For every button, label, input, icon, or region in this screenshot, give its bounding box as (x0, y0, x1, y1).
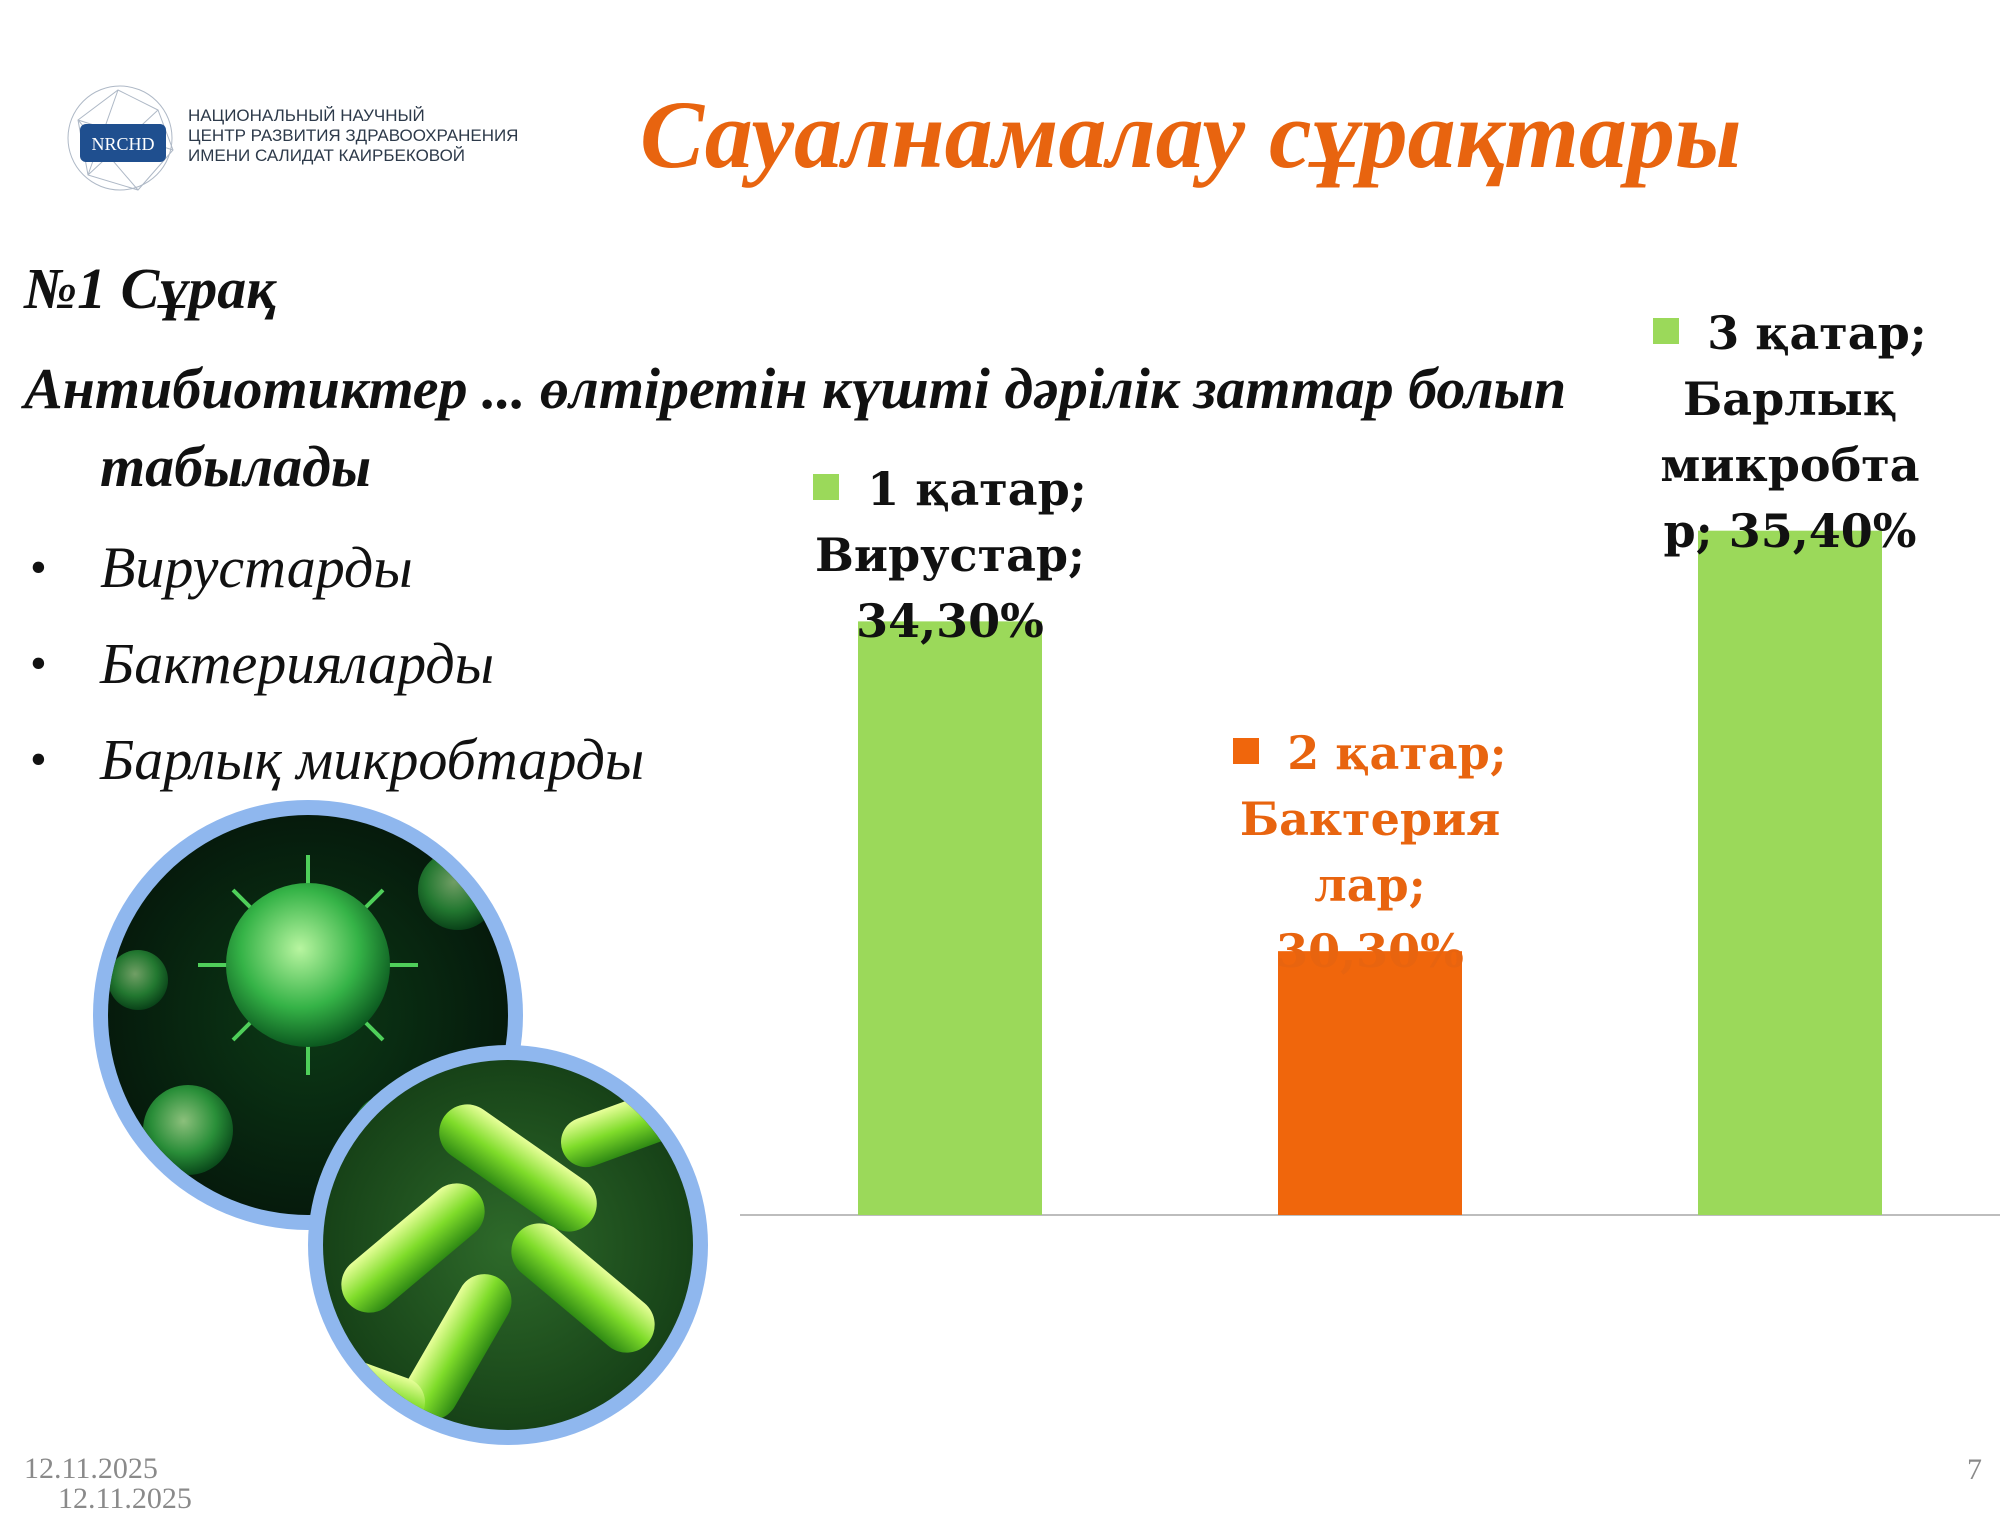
bar-3 (1698, 530, 1882, 1215)
footer-date: 12.11.2025 (24, 1452, 158, 1485)
chart-svg (740, 530, 2000, 1216)
data-label-line: 1 қатар; (800, 456, 1100, 522)
question-number: №1 Сұрақ (24, 256, 276, 321)
question-text: Антибиотиктер ... өлтіретін күшті дәрілі… (24, 350, 1804, 506)
data-label-line: 30,30% (1220, 918, 1520, 984)
bullet: • (30, 541, 47, 594)
data-label-text: микробта (1660, 437, 1920, 492)
legend-swatch (1233, 738, 1260, 765)
bar-2 (1278, 951, 1462, 1215)
data-label-3: 3 қатар; Барлық микробта р; 35,40% (1640, 300, 1940, 564)
bar-1 (858, 621, 1042, 1215)
bullet: • (30, 637, 47, 690)
data-label-text: лар; (1314, 858, 1426, 913)
answer-option-label: Вирустарды (100, 535, 413, 600)
bullet: • (30, 733, 47, 786)
data-label-line: Барлық (1640, 366, 1940, 432)
answer-option: • Бактерияларды (24, 616, 644, 712)
data-label-text: 2 қатар; (1287, 726, 1507, 781)
data-label-1: 1 қатар; Вирустар; 34,30% (800, 456, 1100, 654)
data-label-line: 2 қатар; (1220, 720, 1520, 786)
data-label-2: 2 қатар; Бактерия лар; 30,30% (1220, 720, 1520, 984)
footer-date-duplicate: 12.11.2025 (58, 1482, 192, 1515)
bar-chart: 1 қатар; Вирустар; 34,30% 2 қатар; Бактерия л… (740, 306, 2000, 1240)
data-label-text: 30,30% (1276, 924, 1464, 979)
answer-option: • Вирустарды (24, 520, 644, 616)
data-label-text: Вирустар; (814, 528, 1086, 583)
data-label-text: 3 қатар; (1707, 305, 1927, 360)
data-label-text: Бактерия (1239, 792, 1501, 847)
data-label-line: 3 қатар; (1640, 300, 1940, 366)
data-label-line: микробта (1640, 432, 1940, 498)
page-number: 7 (1967, 1453, 1982, 1486)
logo-line-3: ИМЕНИ САЛИДАТ КАИРБЕКОВОЙ (188, 146, 466, 165)
legend-swatch (1653, 317, 1680, 344)
logo-mark: NRCHD (67, 85, 174, 191)
data-label-line: р; 35,40% (1640, 498, 1940, 564)
data-label-text: 34,30% (856, 594, 1044, 649)
data-label-line: лар; (1220, 852, 1520, 918)
question-line-1: Антибиотиктер ... өлтіретін күшті дәрілі… (24, 356, 1567, 421)
answer-option: • Барлық микробтарды (24, 712, 644, 808)
data-label-text: Барлық (1682, 371, 1898, 426)
legend-swatch (813, 474, 840, 501)
slide-title: Сауалнамалау сұрақтары (640, 81, 1742, 188)
logo-text: НАЦИОНАЛЬНЫЙ НАУЧНЫЙ ЦЕНТР РАЗВИТИЯ ЗДРА… (188, 106, 518, 166)
logo-line-1: НАЦИОНАЛЬНЫЙ НАУЧНЫЙ (188, 106, 425, 125)
answer-option-label: Барлық микробтарды (100, 727, 645, 792)
microbes-illustration (93, 800, 708, 1445)
data-label-line: Вирустар; (800, 522, 1100, 588)
answer-option-label: Бактерияларды (100, 631, 495, 696)
data-label-line: Бактерия (1220, 786, 1520, 852)
answer-options: • Вирустарды • Бактерияларды • Барлық микро… (24, 520, 644, 808)
logo-mark-text: NRCHD (91, 134, 154, 154)
logo: NRCHD НАЦИОНАЛЬНЫЙ НАУЧНЫЙ ЦЕНТР РАЗВИТИ… (58, 80, 518, 200)
logo-line-2: ЦЕНТР РАЗВИТИЯ ЗДРАВООХРАНЕНИЯ (188, 126, 519, 145)
question-line-2: табылады (100, 434, 372, 499)
data-label-line: 34,30% (800, 588, 1100, 654)
data-label-text: 1 қатар; (867, 462, 1087, 517)
data-label-text: р; 35,40% (1663, 503, 1917, 558)
